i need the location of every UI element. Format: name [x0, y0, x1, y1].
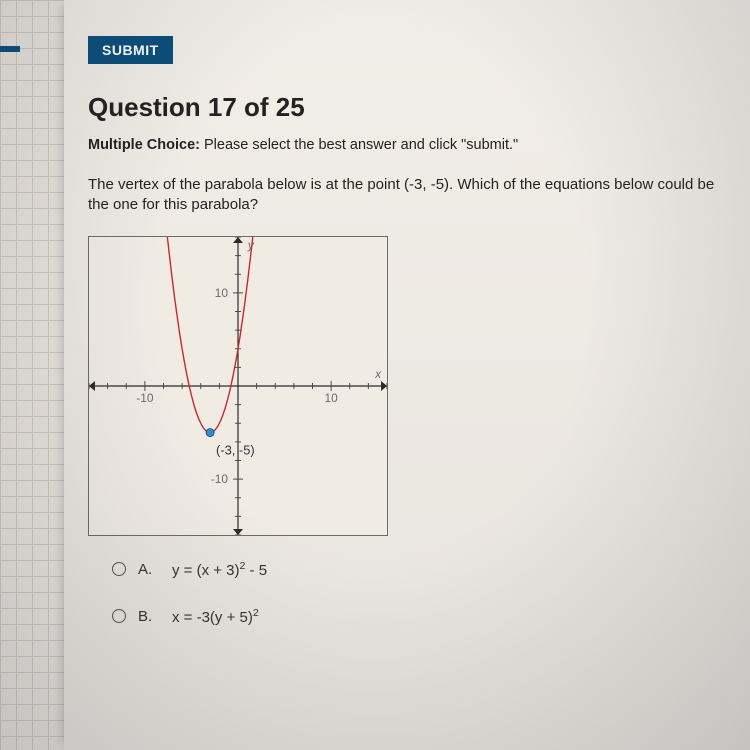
multiple-choice-instruction: Multiple Choice: Please select the best … — [88, 137, 740, 153]
mc-rest: Please select the best answer and click … — [200, 137, 518, 153]
answer-equation: y = (x + 3)2 - 5 — [172, 560, 267, 579]
question-heading: Question 17 of 25 — [88, 92, 740, 123]
radio-b[interactable] — [112, 609, 126, 623]
answer-letter: B. — [138, 608, 160, 625]
svg-text:-10: -10 — [211, 472, 229, 486]
answer-letter: A. — [138, 561, 160, 578]
question-prompt: The vertex of the parabola below is at t… — [88, 175, 718, 216]
svg-text:10: 10 — [325, 390, 339, 404]
svg-text:(-3, -5): (-3, -5) — [216, 442, 255, 457]
answer-option-a[interactable]: A. y = (x + 3)2 - 5 — [112, 560, 740, 579]
mc-label: Multiple Choice: — [88, 137, 200, 153]
notebook-grid-strip — [0, 0, 64, 750]
question-page: SUBMIT Question 17 of 25 Multiple Choice… — [64, 0, 750, 750]
svg-text:10: 10 — [215, 285, 229, 299]
answer-equation: x = -3(y + 5)2 — [172, 607, 259, 626]
svg-text:-10: -10 — [136, 390, 154, 404]
svg-text:x: x — [374, 367, 382, 381]
left-accent-strip — [0, 46, 20, 52]
answer-list: A. y = (x + 3)2 - 5 B. x = -3(y + 5)2 — [88, 560, 740, 626]
radio-a[interactable] — [112, 562, 126, 576]
parabola-graph: -101010-10yx(-3, -5) — [88, 236, 388, 536]
graph-svg: -101010-10yx(-3, -5) — [89, 237, 387, 535]
answer-option-b[interactable]: B. x = -3(y + 5)2 — [112, 607, 740, 626]
submit-button[interactable]: SUBMIT — [88, 36, 173, 64]
